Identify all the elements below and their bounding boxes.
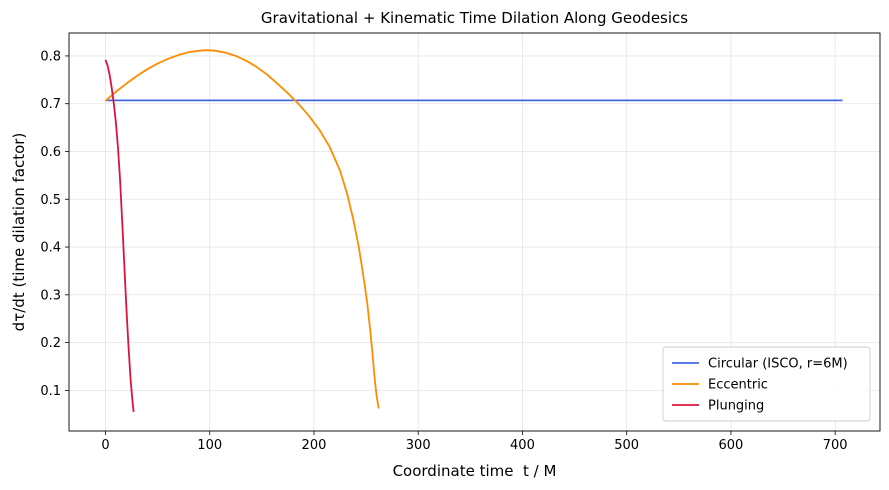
y-tick-label: 0.5 bbox=[40, 193, 61, 208]
series-group bbox=[104, 49, 843, 412]
y-tick-label: 0.3 bbox=[40, 288, 61, 303]
axes-frame bbox=[68, 32, 881, 432]
x-tick-label: 300 bbox=[406, 438, 431, 453]
y-tick-label: 0.7 bbox=[40, 97, 61, 112]
y-tick-label: 0.4 bbox=[40, 241, 61, 256]
legend-entry-label: Circular (ISCO, r=6M) bbox=[708, 357, 848, 372]
legend-box bbox=[662, 346, 871, 422]
x-tick-label: 100 bbox=[197, 438, 222, 453]
grid-lines bbox=[69, 33, 880, 431]
x-axis: 0 100 200 300 400 500 600 700 bbox=[101, 431, 848, 453]
x-tick-label: 0 bbox=[101, 438, 109, 453]
legend-entry-label: Plunging bbox=[708, 399, 764, 414]
y-tick-label: 0.2 bbox=[40, 336, 61, 351]
chart-title: Gravitational + Kinematic Time Dilation … bbox=[261, 9, 688, 27]
x-axis-label: Coordinate time t / M bbox=[393, 462, 557, 480]
y-tick-label: 0.1 bbox=[40, 384, 61, 399]
y-tick-label: 0.8 bbox=[40, 49, 61, 64]
x-tick-label: 200 bbox=[302, 438, 327, 453]
series-line bbox=[104, 49, 380, 409]
x-tick-label: 500 bbox=[614, 438, 639, 453]
y-axis: 0.1 0.2 0.3 0.4 0.5 0.6 0.7 0.8 bbox=[40, 49, 69, 399]
legend: Circular (ISCO, r=6M) Eccentric Plunging bbox=[662, 346, 871, 422]
y-tick-label: 0.6 bbox=[40, 145, 61, 160]
legend-entry-label: Eccentric bbox=[708, 378, 768, 393]
x-tick-label: 400 bbox=[510, 438, 535, 453]
y-axis-label: dτ/dt (time dilation factor) bbox=[10, 133, 28, 332]
x-tick-label: 700 bbox=[823, 438, 848, 453]
x-tick-label: 600 bbox=[719, 438, 744, 453]
series-line bbox=[104, 59, 135, 412]
